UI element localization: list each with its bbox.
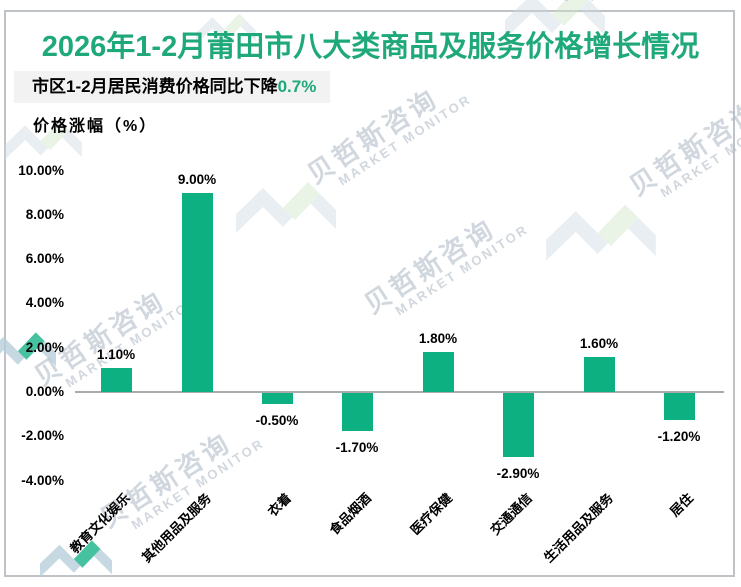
value-label: -0.50% (255, 413, 299, 429)
watermark-logo-icon (0, 328, 56, 385)
bar-5 (422, 352, 454, 392)
value-label: 1.60% (579, 335, 619, 351)
y-axis-tick-label: 8.00% (25, 206, 64, 222)
category-label: 居住 (666, 490, 696, 520)
bar-2 (181, 192, 213, 392)
bar-7 (583, 356, 615, 392)
subtitle-text: 市区1-2月居民消费价格同比下降 (32, 77, 278, 96)
category-label: 食品烟酒 (326, 490, 374, 538)
value-label: 1.10% (96, 346, 136, 362)
category-label: 其他用品及服务 (138, 490, 214, 566)
category-label: 医疗保健 (407, 490, 455, 538)
bar-6 (502, 393, 534, 458)
y-axis-caption: 价格涨幅（%） (33, 118, 158, 135)
page-title: 2026年1-2月莆田市八大类商品及服务价格增长情况 (41, 31, 700, 63)
value-label: -1.20% (657, 428, 701, 444)
x-axis-zero-line (75, 391, 724, 393)
bar-4 (341, 393, 373, 431)
chart-frame-border (4, 10, 735, 577)
bar-8 (663, 393, 695, 420)
y-axis-tick-label: 6.00% (25, 251, 64, 267)
y-axis-tick-label: 10.00% (18, 162, 64, 178)
y-axis-tick-label: 0.00% (25, 384, 64, 399)
watermark-logo-icon (4, 116, 82, 177)
value-label: 9.00% (177, 171, 217, 187)
category-label: 教育文化娱乐 (67, 490, 133, 557)
watermark-logo-icon (40, 536, 112, 587)
value-label: -2.90% (496, 466, 540, 482)
bar-1 (100, 367, 132, 392)
y-axis-tick-label: -4.00% (21, 472, 64, 488)
category-label: 生活用品及服务 (540, 490, 616, 566)
subtitle-highlight-value: 0.7% (277, 77, 317, 96)
subtitle-banner: 市区1-2月居民消费价格同比下降0.7% (14, 71, 331, 103)
y-axis-tick-label: 4.00% (25, 295, 64, 311)
category-label: 交通通信 (487, 490, 535, 538)
bar-3 (261, 393, 293, 405)
watermark-logo-icon (505, 0, 605, 59)
y-axis-tick-label: 2.00% (25, 339, 64, 355)
watermark-logo-icon (196, 10, 256, 58)
watermark-logo-icon (546, 198, 656, 282)
y-axis-tick-label: -2.00% (21, 428, 64, 444)
value-label: 1.80% (418, 331, 458, 347)
watermark-logo-icon (236, 176, 336, 253)
category-label: 衣着 (264, 490, 294, 520)
value-label: -1.70% (335, 439, 379, 455)
